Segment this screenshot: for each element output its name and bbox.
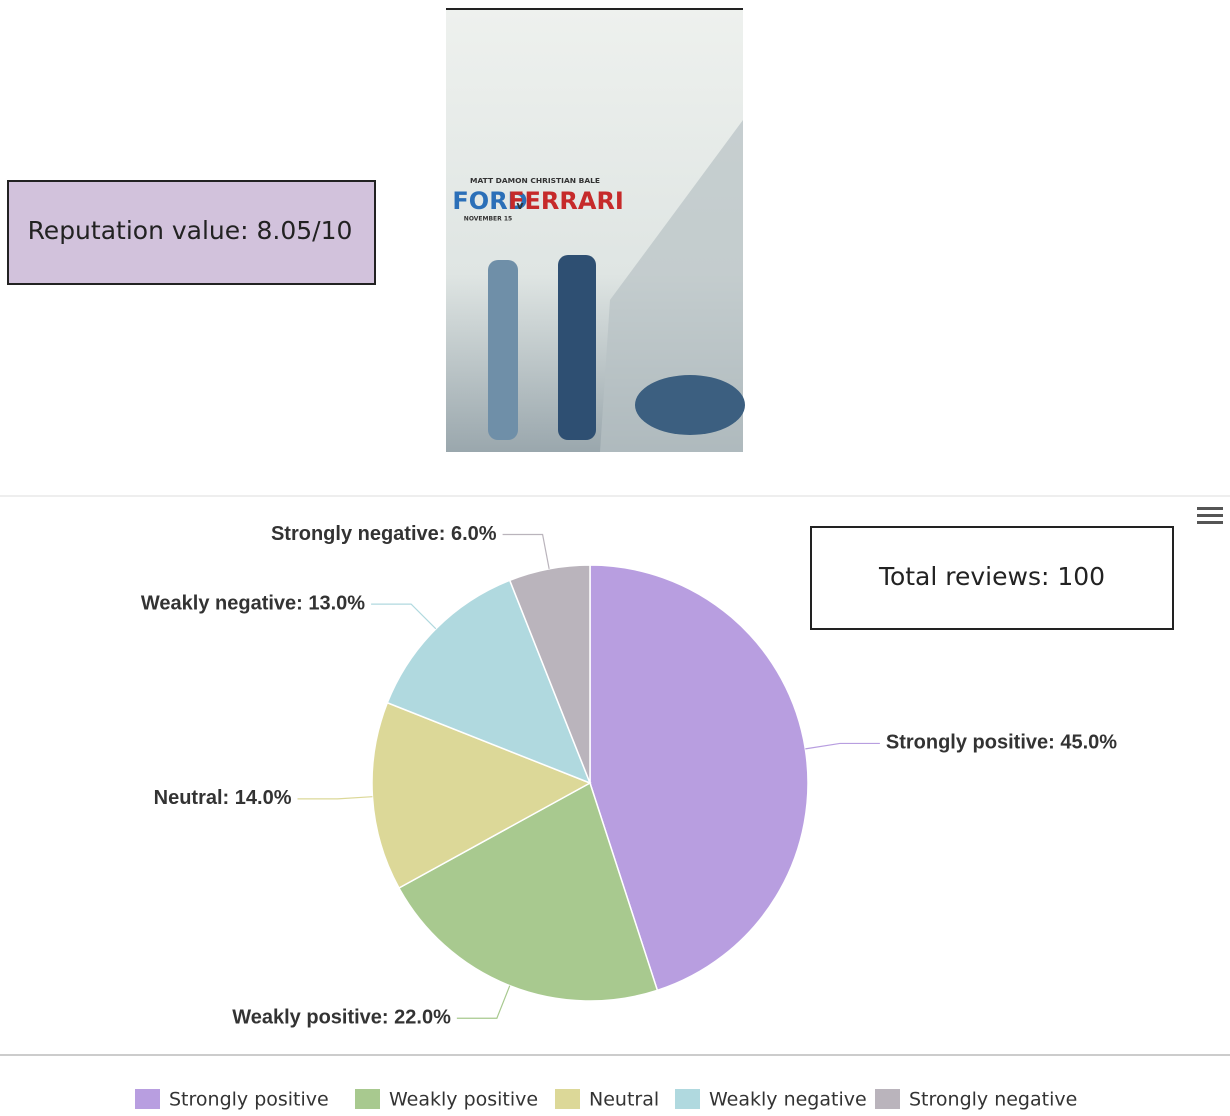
data-label: Weakly negative: 13.0% <box>141 592 365 614</box>
pie-slice <box>371 701 592 890</box>
legend-label: Strongly positive <box>169 1089 329 1111</box>
poster-figure <box>488 260 518 440</box>
data-label: Neutral: 14.0% <box>154 787 292 809</box>
poster-cast: MATT DAMON CHRISTIAN BALE <box>470 177 600 185</box>
poster-figure <box>558 255 596 440</box>
legend-label: Weakly negative <box>709 1089 867 1111</box>
poster: MATT DAMON CHRISTIAN BALE FORD v FERRARI… <box>446 8 745 452</box>
legend-swatch <box>555 1089 580 1109</box>
pie-slice <box>508 564 591 784</box>
poster-title: FORD <box>452 187 527 215</box>
poster-title: v <box>516 199 524 212</box>
poster-title: FERRARI <box>508 187 624 215</box>
menu-bar <box>1197 507 1223 510</box>
legend-swatch <box>355 1089 380 1109</box>
legend-swatch <box>135 1089 160 1109</box>
label-connector <box>456 985 511 1019</box>
pie-slice <box>397 781 659 1002</box>
legend-label: Neutral <box>589 1089 659 1111</box>
poster-stands <box>600 120 743 452</box>
reputation-box <box>7 180 376 285</box>
legend-label: Strongly negative <box>909 1089 1077 1111</box>
poster-car <box>635 375 745 435</box>
legend-swatch <box>875 1089 900 1109</box>
legend-label: Weakly positive <box>389 1089 538 1111</box>
total-box <box>810 526 1174 630</box>
label-connector <box>805 742 880 750</box>
menu-bar <box>1197 514 1223 517</box>
menu-bar <box>1197 521 1223 524</box>
data-label: Strongly positive: 45.0% <box>886 732 1117 754</box>
data-label: Strongly negative: 6.0% <box>271 523 497 545</box>
legend-swatch <box>675 1089 700 1109</box>
menu-button[interactable] <box>1197 507 1223 524</box>
data-label: Weakly positive: 22.0% <box>232 1007 451 1029</box>
total-text: Total reviews: 100 <box>878 562 1105 591</box>
pie-slice <box>386 579 592 785</box>
pie-slice <box>589 564 809 992</box>
reputation-text: Reputation value: 8.05/10 <box>28 216 353 245</box>
label-connector <box>502 533 550 569</box>
label-connector <box>371 603 437 630</box>
label-connector <box>297 796 373 800</box>
poster-date: NOVEMBER 15 <box>464 216 512 223</box>
